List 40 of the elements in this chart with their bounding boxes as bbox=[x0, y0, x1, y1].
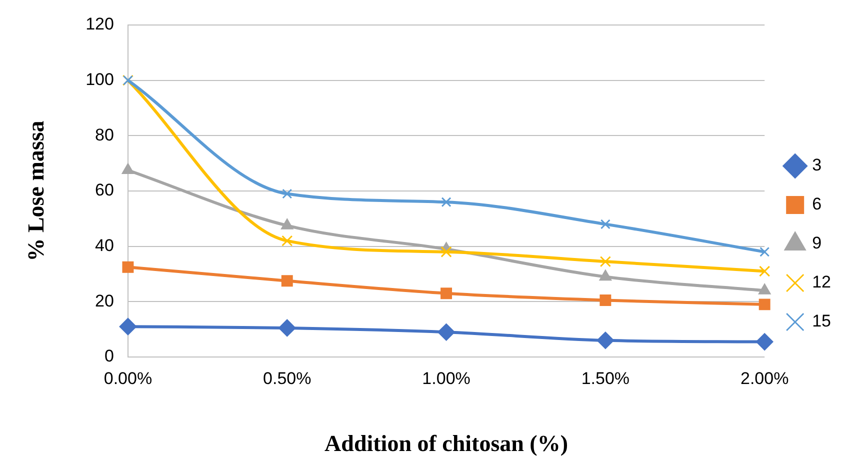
legend-label: 3 bbox=[812, 156, 822, 175]
y-tick-label: 120 bbox=[86, 14, 114, 34]
point bbox=[756, 333, 774, 350]
y-tick-label: 80 bbox=[95, 125, 114, 144]
x-tick-label: 1.00% bbox=[422, 368, 470, 388]
point bbox=[759, 266, 770, 277]
point bbox=[281, 275, 293, 287]
point bbox=[278, 319, 296, 337]
x-tick-label: 1.50% bbox=[581, 368, 630, 388]
y-tick-label: 40 bbox=[95, 236, 114, 256]
point bbox=[599, 270, 612, 281]
point bbox=[596, 332, 614, 350]
point bbox=[758, 298, 770, 310]
x-axis-title: Addition of chitosan (%) bbox=[324, 431, 568, 456]
point bbox=[600, 256, 611, 268]
x-tick-label: 2.00% bbox=[740, 368, 789, 388]
x-tick-label: 0.00% bbox=[104, 368, 152, 388]
legend-label: 6 bbox=[812, 194, 822, 214]
legend-label: 9 bbox=[812, 234, 822, 253]
point bbox=[758, 284, 771, 294]
point bbox=[122, 261, 134, 273]
y-tick-label: 100 bbox=[86, 70, 114, 90]
point bbox=[282, 235, 293, 246]
point bbox=[440, 246, 452, 258]
point bbox=[600, 294, 612, 306]
point bbox=[438, 323, 455, 341]
point bbox=[760, 246, 770, 257]
y-tick-label: 60 bbox=[95, 180, 114, 200]
point bbox=[441, 197, 452, 208]
point bbox=[600, 219, 610, 230]
y-tick-label: 0 bbox=[104, 346, 114, 366]
point bbox=[440, 288, 452, 300]
point bbox=[122, 163, 134, 174]
point bbox=[282, 188, 292, 199]
legend-label: 15 bbox=[812, 312, 832, 331]
legend-label: 12 bbox=[812, 272, 832, 292]
point bbox=[119, 318, 137, 336]
y-axis-title: % Lose massa bbox=[24, 120, 49, 262]
x-tick-label: 0.50% bbox=[263, 368, 312, 388]
y-tick-label: 20 bbox=[95, 291, 114, 310]
